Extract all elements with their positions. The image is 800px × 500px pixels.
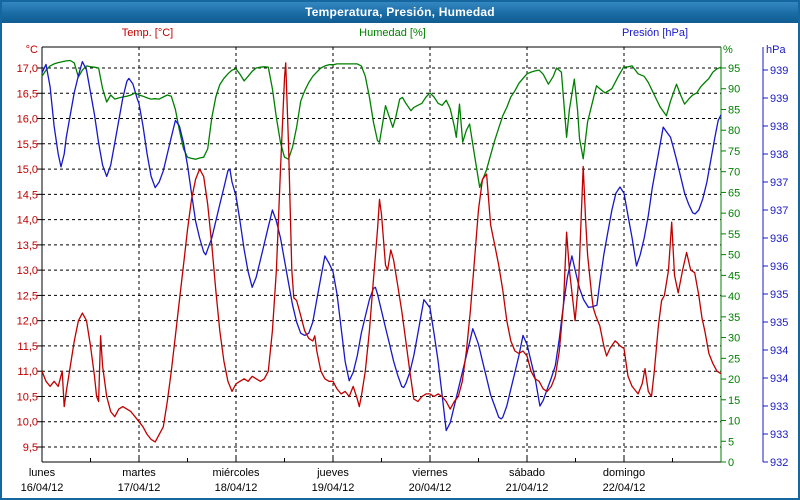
humidity-tick-label: 45 bbox=[728, 270, 740, 282]
legend-pressure: Presión [hPa] bbox=[621, 27, 689, 39]
pressure-tick-label: 938 bbox=[770, 149, 788, 161]
temp-tick-label: 11,0 bbox=[17, 366, 38, 378]
humidity-tick-label: 40 bbox=[728, 291, 740, 303]
day-name-label: miércoles bbox=[212, 467, 260, 479]
day-date-label: 20/04/12 bbox=[409, 482, 452, 494]
day-name-label: sábado bbox=[509, 467, 545, 479]
temp-tick-label: 14,5 bbox=[17, 189, 38, 201]
pressure-tick-label: 933 bbox=[770, 401, 788, 413]
day-date-label: 16/04/12 bbox=[21, 482, 64, 494]
pressure-axis-unit-label: hPa bbox=[766, 44, 786, 56]
humidity-tick-label: 75 bbox=[728, 146, 740, 158]
humidity-axis-unit-label: % bbox=[723, 44, 733, 56]
pressure-tick-label: 936 bbox=[770, 233, 788, 245]
series-humidity-curve bbox=[41, 59, 722, 189]
humidity-tick-label: 60 bbox=[728, 208, 740, 220]
pressure-tick-label: 933 bbox=[770, 429, 788, 441]
pressure-tick-label: 937 bbox=[770, 177, 788, 189]
temp-tick-label: 12,5 bbox=[17, 290, 38, 302]
temp-tick-label: 14,0 bbox=[17, 215, 38, 227]
day-date-label: 22/04/12 bbox=[603, 482, 646, 494]
humidity-tick-label: 15 bbox=[728, 395, 740, 407]
temp-tick-label: 15,0 bbox=[17, 164, 38, 176]
humidity-tick-label: 35 bbox=[728, 312, 740, 324]
pressure-tick-label: 936 bbox=[770, 261, 788, 273]
day-name-label: jueves bbox=[316, 467, 349, 479]
temp-tick-label: 9,5 bbox=[23, 442, 38, 454]
humidity-tick-label: 0 bbox=[728, 457, 734, 469]
window-title: Temperatura, Presión, Humedad bbox=[305, 5, 495, 19]
day-name-label: lunes bbox=[29, 467, 56, 479]
temp-tick-label: 11,5 bbox=[17, 341, 38, 353]
day-name-label: viernes bbox=[412, 467, 448, 479]
temp-tick-label: 15,5 bbox=[17, 139, 38, 151]
pressure-tick-label: 939 bbox=[770, 93, 788, 105]
temp-tick-label: 17,0 bbox=[17, 63, 38, 75]
pressure-tick-label: 938 bbox=[770, 121, 788, 133]
legend-temperature: Temp. [°C] bbox=[121, 27, 174, 39]
pressure-tick-label: 935 bbox=[770, 317, 788, 329]
humidity-tick-label: 20 bbox=[728, 374, 740, 386]
humidity-tick-label: 95 bbox=[728, 63, 740, 75]
pressure-tick-label: 939 bbox=[770, 65, 788, 77]
humidity-tick-label: 10 bbox=[728, 416, 740, 428]
day-name-label: martes bbox=[122, 467, 156, 479]
temp-tick-label: 10,0 bbox=[17, 417, 38, 429]
humidity-tick-label: 50 bbox=[728, 250, 740, 262]
day-date-label: 18/04/12 bbox=[215, 482, 258, 494]
pressure-tick-label: 934 bbox=[770, 373, 788, 385]
humidity-tick-label: 70 bbox=[728, 167, 740, 179]
day-date-label: 19/04/12 bbox=[312, 482, 355, 494]
humidity-tick-label: 25 bbox=[728, 353, 740, 365]
day-date-label: 21/04/12 bbox=[506, 482, 549, 494]
temp-tick-label: 13,5 bbox=[17, 240, 38, 252]
humidity-tick-label: 85 bbox=[728, 104, 740, 116]
temp-axis-unit-label: °C bbox=[25, 44, 38, 56]
temp-tick-label: 10,5 bbox=[17, 391, 38, 403]
day-name-label: domingo bbox=[603, 467, 645, 479]
pressure-tick-label: 937 bbox=[770, 205, 788, 217]
series-temp-curve bbox=[41, 62, 722, 443]
series-pressure-curve bbox=[41, 60, 722, 432]
humidity-tick-label: 55 bbox=[728, 229, 740, 241]
temp-tick-label: 16,0 bbox=[17, 114, 38, 126]
temp-tick-label: 13,0 bbox=[17, 265, 38, 277]
humidity-tick-label: 65 bbox=[728, 187, 740, 199]
day-date-label: 17/04/12 bbox=[118, 482, 161, 494]
pressure-tick-label: 935 bbox=[770, 289, 788, 301]
temp-tick-label: 16,5 bbox=[17, 88, 38, 100]
humidity-tick-label: 5 bbox=[728, 436, 734, 448]
pressure-tick-label: 934 bbox=[770, 345, 788, 357]
humidity-tick-label: 30 bbox=[728, 333, 740, 345]
temp-tick-label: 12,0 bbox=[17, 316, 38, 328]
humidity-tick-label: 90 bbox=[728, 84, 740, 96]
pressure-tick-label: 932 bbox=[770, 457, 788, 469]
humidity-tick-label: 80 bbox=[728, 125, 740, 137]
legend-humidity: Humedad [%] bbox=[359, 27, 426, 39]
window-title-bar: Temperatura, Presión, Humedad bbox=[2, 2, 798, 23]
